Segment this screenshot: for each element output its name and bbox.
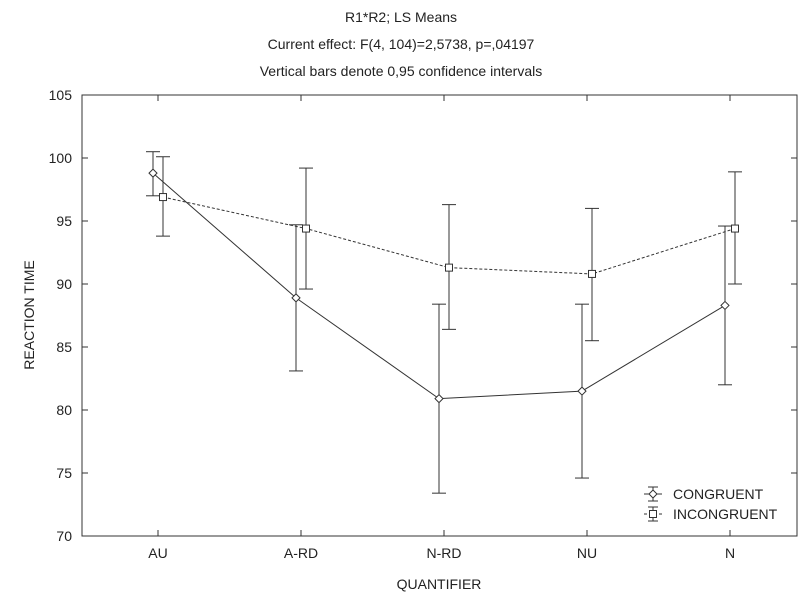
y-tick-label: 70 — [56, 528, 72, 544]
data-point — [588, 269, 596, 278]
data-point — [302, 224, 310, 233]
y-tick-label: 95 — [56, 213, 72, 229]
legend-item-congruent: CONGRUENT — [644, 486, 764, 502]
x-tick-label: NU — [577, 545, 597, 561]
y-tick-label: 75 — [56, 465, 72, 481]
data-point — [731, 224, 739, 233]
series-congruent — [146, 151, 732, 494]
x-tick-label: A-RD — [284, 545, 318, 561]
data-point — [445, 263, 453, 272]
series-line — [162, 196, 736, 275]
y-tick-label: 100 — [49, 150, 73, 166]
data-point — [720, 300, 730, 311]
data-point — [577, 386, 587, 396]
data-point — [159, 193, 167, 202]
y-tick-label: 80 — [56, 402, 72, 418]
chart-title: R1*R2; LS Means — [345, 9, 457, 25]
legend: CONGRUENT INCONGRUENT — [644, 486, 778, 522]
x-axis-label: QUANTIFIER — [397, 576, 482, 592]
y-tick-label: 90 — [56, 276, 72, 292]
y-tick-label: 105 — [49, 87, 73, 103]
plot-frame — [81, 94, 798, 537]
data-point — [434, 393, 444, 404]
data-point — [148, 168, 158, 178]
chart-subtitle: Current effect: F(4, 104)=2,5738, p=,041… — [268, 36, 535, 52]
y-axis-label: REACTION TIME — [21, 260, 37, 369]
legend-label: CONGRUENT — [673, 486, 764, 502]
x-axis-ticks: AU A-RD N-RD NU N — [148, 95, 735, 561]
legend-marker — [648, 489, 658, 499]
legend-item-incongruent: INCONGRUENT — [644, 506, 778, 522]
y-axis-ticks: 70 75 80 85 90 95 100 105 — [49, 87, 797, 544]
legend-marker — [649, 510, 657, 518]
data-point — [291, 293, 301, 303]
x-tick-label: AU — [148, 545, 167, 561]
series-layer — [146, 151, 742, 494]
legend-label: INCONGRUENT — [673, 506, 778, 522]
series-incongruent — [156, 156, 742, 342]
x-tick-label: N — [725, 545, 735, 561]
chart-note: Vertical bars denote 0,95 confidence int… — [260, 63, 543, 79]
y-tick-label: 85 — [56, 339, 72, 355]
x-tick-label: N-RD — [427, 545, 462, 561]
